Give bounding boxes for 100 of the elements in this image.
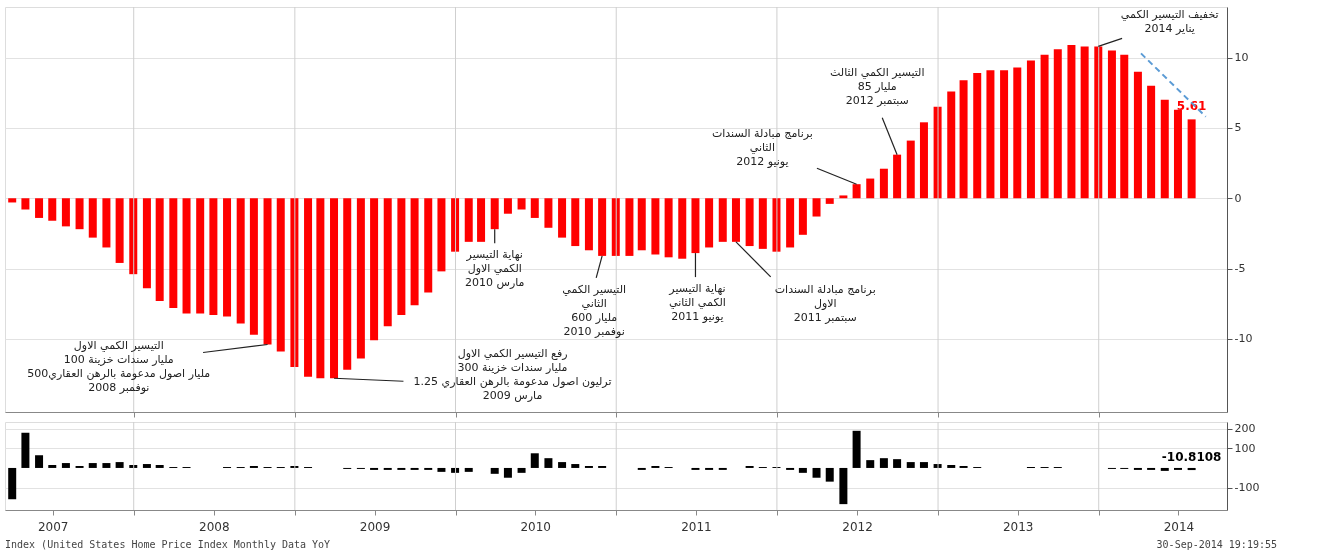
bar	[249, 198, 258, 335]
bar	[1160, 467, 1169, 471]
annotation: برنامج مبادلة السندات الثاني يونيو 2012	[711, 127, 813, 169]
bar	[544, 198, 553, 228]
bar	[517, 467, 526, 473]
bar	[1040, 54, 1049, 199]
bar	[383, 198, 392, 327]
bar	[798, 467, 807, 473]
bar	[678, 198, 687, 259]
bar	[209, 198, 218, 315]
bar	[571, 464, 580, 468]
annotation: رفع التيسير الكمي الاول 300 مليار سندات خزينة 1.25 ترليون اصول مدعومة بالرهن العقاري مارس 2009	[413, 347, 612, 403]
bar	[304, 198, 313, 377]
bar	[745, 198, 754, 247]
annotation: نهاية التيسير الكمي الاول مارس 2010	[464, 248, 525, 290]
bar	[1133, 71, 1142, 199]
bar	[947, 465, 956, 468]
y-tick-label: -10	[1234, 332, 1253, 346]
bar	[1000, 70, 1009, 199]
bar	[544, 458, 553, 468]
bar	[906, 462, 915, 468]
bar	[1053, 49, 1062, 199]
y-tick-label: 0	[1234, 191, 1242, 205]
bar	[879, 168, 888, 199]
bar	[263, 198, 272, 345]
bar	[503, 467, 512, 478]
annotation: التيسير الكمي الثاني 600 مليار نوفمبر 2010	[562, 282, 627, 338]
x-tick-label: 2011	[681, 519, 712, 534]
bar	[75, 198, 84, 230]
bar	[530, 453, 539, 468]
y-tick-label: -5	[1234, 262, 1246, 276]
bar	[852, 430, 861, 468]
bar	[129, 465, 138, 468]
bar	[35, 198, 44, 218]
bar	[637, 198, 646, 251]
bar	[142, 198, 151, 289]
bar	[115, 198, 124, 263]
bar	[625, 198, 634, 256]
x-tick-label: 2010	[520, 519, 551, 534]
bar	[879, 458, 888, 468]
bar	[223, 198, 232, 317]
bar	[825, 198, 834, 204]
bar	[503, 198, 512, 214]
bar	[558, 198, 567, 238]
bar	[866, 460, 875, 468]
bar	[343, 198, 352, 370]
data-label: 5.61	[1176, 99, 1207, 114]
bar	[866, 178, 875, 199]
bar	[48, 465, 57, 468]
data-label: -10.8108	[1161, 450, 1222, 465]
bar	[1173, 109, 1182, 199]
y-tick-label: 200	[1234, 422, 1256, 436]
bar	[410, 198, 419, 306]
bar	[464, 467, 473, 472]
bar	[893, 154, 902, 199]
bar	[8, 198, 17, 203]
bar	[142, 464, 151, 468]
bar	[1187, 119, 1196, 199]
bar	[61, 463, 70, 468]
bar	[88, 198, 97, 238]
bar	[1160, 99, 1169, 199]
annotation: التيسير الكمي الاول 100 مليار سندات خزينة 500مليار اصول مدعومة بالرهن العقاري نوفمبر 2008	[27, 338, 211, 394]
bar	[919, 122, 928, 199]
bar	[1147, 85, 1156, 199]
bar	[798, 198, 807, 235]
bar	[1067, 44, 1076, 199]
bar	[169, 198, 178, 308]
bar	[21, 198, 30, 210]
bar	[839, 467, 848, 505]
bar	[102, 463, 111, 468]
bar	[812, 467, 821, 478]
bar	[786, 198, 795, 248]
bar	[571, 198, 580, 247]
bar	[490, 467, 499, 474]
bar	[1120, 54, 1129, 199]
bar	[1187, 467, 1196, 471]
bar	[758, 198, 767, 249]
x-tick-label: 2012	[842, 519, 873, 534]
bar	[276, 198, 285, 352]
text: Index (United States Home Price Index Monthly Data YoY	[5, 539, 331, 550]
bar	[424, 198, 433, 293]
bar	[812, 198, 821, 217]
bar	[88, 463, 97, 468]
bar	[464, 198, 473, 242]
bar	[48, 198, 57, 221]
bar	[370, 198, 379, 341]
annotation: برنامج مبادلة السندات الاول سبتمبر 2011	[774, 282, 876, 324]
bar	[21, 432, 30, 468]
bar	[558, 462, 567, 468]
y-tick-label: -100	[1234, 481, 1260, 495]
bar	[477, 198, 486, 242]
bar	[598, 198, 607, 256]
bar	[1107, 50, 1116, 199]
bar	[893, 459, 902, 468]
bar	[839, 195, 848, 199]
annotation: تخفيف التيسير الكمي يناير 2014	[1120, 8, 1219, 36]
bar	[852, 184, 861, 199]
bar	[61, 198, 70, 227]
bar	[397, 198, 406, 315]
bar	[196, 198, 205, 314]
